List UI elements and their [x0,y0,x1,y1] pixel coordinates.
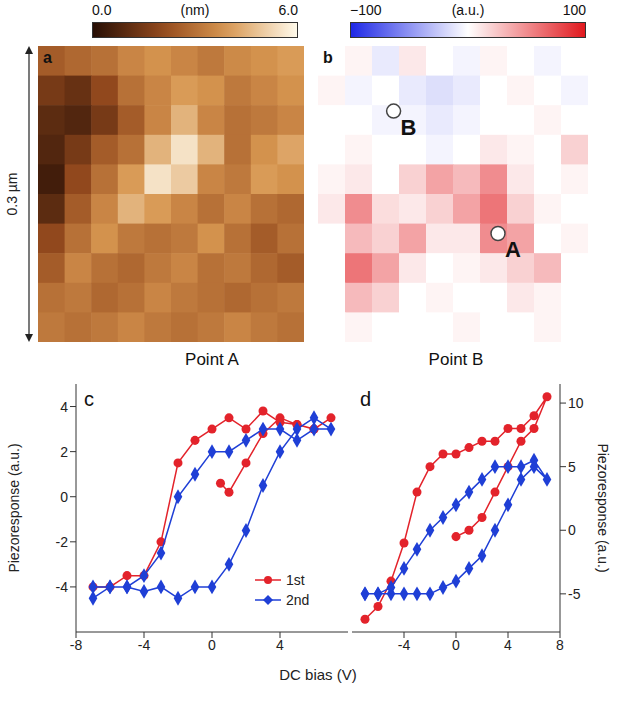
svg-text:-4: -4 [398,637,411,653]
svg-text:B: B [401,115,417,140]
svg-text:4: 4 [276,637,284,653]
svg-text:-2: -2 [56,534,69,550]
html-text:d: d [360,388,372,410]
svg-text:A: A [505,237,521,262]
html-text:Piezoresponse (a.u.): Piezoresponse (a.u.) [595,443,611,573]
html-text:6.0: 6.0 [278,2,298,18]
html-text:0.0: 0.0 [92,2,112,18]
svg-text:0: 0 [452,637,460,653]
svg-text:-4: -4 [56,579,69,595]
html-text:a: a [43,49,52,66]
html-text:(nm): (nm) [180,2,210,18]
html-text:(a.u.): (a.u.) [451,2,485,18]
svg-text:4: 4 [504,637,512,653]
svg-text:8: 8 [556,637,564,653]
html-text:0.3 µm: 0.3 µm [4,172,20,216]
html-text:b: b [323,49,333,66]
svg-text:5: 5 [568,459,576,475]
svg-text:-5: -5 [568,586,581,602]
svg-text:-4: -4 [138,637,151,653]
html-text:Piezoresponse (a.u.): Piezoresponse (a.u.) [6,443,22,573]
svg-text:2: 2 [60,444,68,460]
html-text:Point A: Point A [185,350,239,369]
html-text:c: c [84,388,94,410]
html-text:2nd: 2nd [286,592,310,608]
svg-text:0: 0 [208,637,216,653]
html-text:1st: 1st [286,572,305,588]
svg-text:0: 0 [60,489,68,505]
html-text:100: 100 [562,2,586,18]
svg-text:10: 10 [568,395,584,411]
svg-text:-8: -8 [70,637,83,653]
svg-text:4: 4 [60,399,68,415]
html-text:Point B: Point B [428,350,484,369]
html-text:−100: −100 [350,2,382,18]
svg-text:0: 0 [568,522,576,538]
html-text:DC bias (V): DC bias (V) [279,666,357,683]
